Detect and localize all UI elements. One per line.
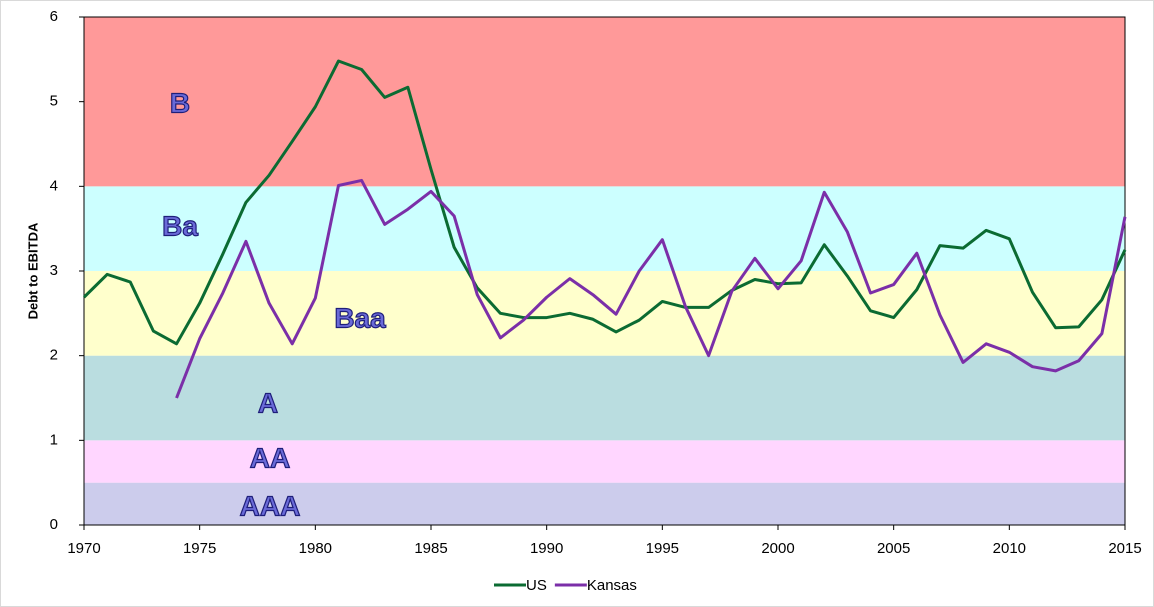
x-tick-label: 2005 bbox=[877, 540, 910, 557]
band-label: Ba bbox=[162, 210, 198, 241]
rating-band bbox=[84, 271, 1125, 356]
x-tick-label: 1990 bbox=[530, 540, 563, 557]
band-label: B bbox=[170, 87, 190, 118]
series-line bbox=[82, 59, 1127, 346]
x-tick-label: 2010 bbox=[993, 540, 1026, 557]
y-tick-label: 0 bbox=[50, 516, 58, 533]
x-tick-label: 1995 bbox=[646, 540, 679, 557]
x-tick-label: 1970 bbox=[67, 540, 100, 557]
y-tick-label: 2 bbox=[50, 347, 58, 364]
y-tick-label: 5 bbox=[50, 93, 58, 110]
y-tick-label: 4 bbox=[50, 177, 58, 194]
x-tick-label: 2000 bbox=[761, 540, 794, 557]
rating-band bbox=[84, 482, 1125, 525]
y-axis-label: Debt to EBITDA bbox=[25, 222, 40, 319]
x-tick-label: 1985 bbox=[414, 540, 447, 557]
band-label: Baa bbox=[334, 302, 386, 333]
y-tick-label: 3 bbox=[50, 262, 58, 279]
rating-band bbox=[84, 186, 1125, 271]
x-tick-label: 1975 bbox=[183, 540, 216, 557]
band-label: AAA bbox=[240, 490, 301, 521]
series-line bbox=[175, 178, 1127, 399]
rating-band bbox=[84, 440, 1125, 483]
band-label: A bbox=[258, 387, 278, 418]
y-tick-label: 1 bbox=[50, 431, 58, 448]
legend-label: Kansas bbox=[587, 577, 637, 594]
rating-band bbox=[84, 355, 1125, 441]
rating-band bbox=[84, 17, 1125, 187]
legend-label: US bbox=[526, 577, 547, 594]
x-tick-label: 2015 bbox=[1108, 540, 1141, 557]
x-tick-label: 1980 bbox=[299, 540, 332, 557]
band-label: AA bbox=[250, 442, 290, 473]
y-tick-label: 6 bbox=[50, 8, 58, 25]
